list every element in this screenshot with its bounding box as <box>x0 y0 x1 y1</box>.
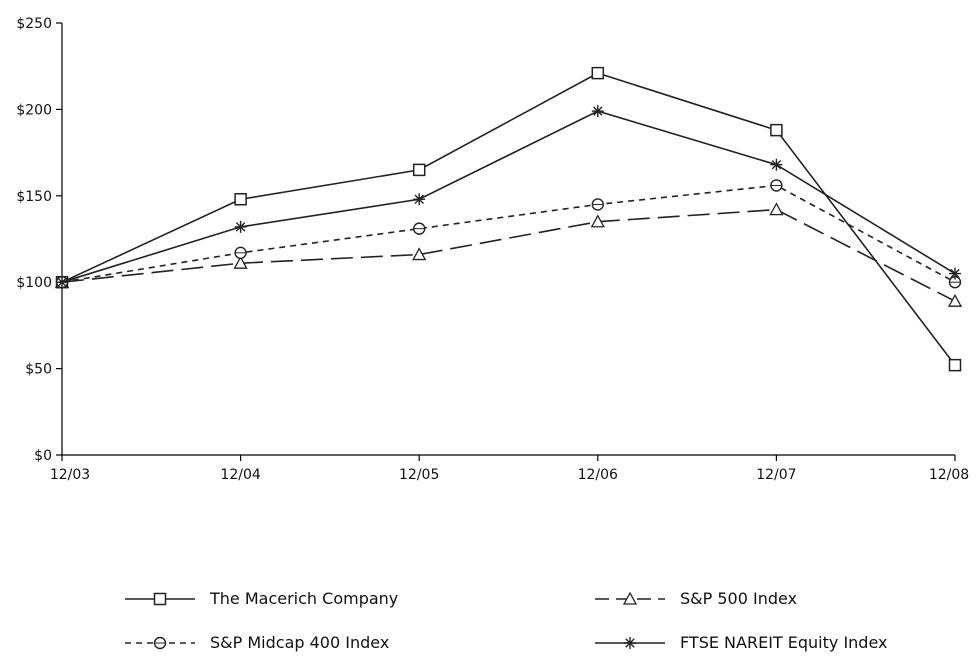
x-axis-ticks: 12/03 12/04 12/05 12/06 12/07 12/08 <box>50 455 969 483</box>
series-line <box>61 110 956 283</box>
y-tick-label: $200 <box>16 102 52 118</box>
data-point <box>234 193 247 206</box>
data-point <box>591 105 604 118</box>
series-1 <box>54 202 963 307</box>
data-point <box>770 158 783 171</box>
y-tick-label: $0 <box>34 448 52 464</box>
data-point <box>949 267 961 280</box>
legend-label: The Macerich Company <box>209 589 398 608</box>
data-point <box>234 246 247 260</box>
data-point <box>591 198 604 211</box>
series-line <box>61 184 956 283</box>
y-tick-label: $50 <box>25 362 52 378</box>
legend-item: S&P 500 Index <box>595 589 797 608</box>
data-point <box>412 247 427 261</box>
legend-item: The Macerich Company <box>125 589 398 608</box>
series-line <box>61 208 956 302</box>
data-point <box>56 276 68 289</box>
data-point <box>413 222 426 235</box>
series-2 <box>55 179 962 289</box>
legend-item: S&P Midcap 400 Index <box>125 633 389 652</box>
legend-marker <box>622 591 638 605</box>
data-point <box>770 123 783 137</box>
legend-marker <box>153 592 167 606</box>
data-point <box>770 179 783 192</box>
data-point <box>234 220 247 233</box>
data-point <box>769 202 784 216</box>
legend-marker <box>153 636 167 650</box>
x-tick-label: 12/08 <box>929 467 969 483</box>
legend-item: FTSE NAREIT Equity Index <box>595 633 888 652</box>
legend-label: S&P Midcap 400 Index <box>210 633 389 652</box>
chart-axes <box>61 23 955 456</box>
series-line <box>61 72 956 366</box>
y-tick-label: $250 <box>16 16 52 32</box>
x-tick-label: 12/04 <box>220 467 260 483</box>
x-tick-label: 12/06 <box>578 467 618 483</box>
data-point <box>412 163 426 177</box>
data-point <box>948 358 962 372</box>
data-point <box>233 255 248 269</box>
legend-label: S&P 500 Index <box>680 589 797 608</box>
y-tick-label: $150 <box>16 189 52 205</box>
legend-label: FTSE NAREIT Equity Index <box>680 633 888 652</box>
series-0 <box>55 66 962 372</box>
data-point <box>591 66 605 80</box>
data-point <box>590 214 605 228</box>
x-tick-label: 12/07 <box>756 467 796 483</box>
series-3 <box>56 105 961 289</box>
legend-marker <box>624 637 636 649</box>
data-point <box>413 193 426 206</box>
x-tick-label: 12/05 <box>399 467 439 483</box>
series-layer <box>54 66 963 372</box>
x-tick-label: 12/03 <box>50 467 90 483</box>
y-axis-ticks: $0 $50 $100 $150 $200 $250 <box>16 16 62 464</box>
y-tick-label: $100 <box>16 275 52 291</box>
data-point <box>947 293 963 307</box>
legend: The Macerich Company S&P 500 Index S&P Mid… <box>125 589 888 652</box>
